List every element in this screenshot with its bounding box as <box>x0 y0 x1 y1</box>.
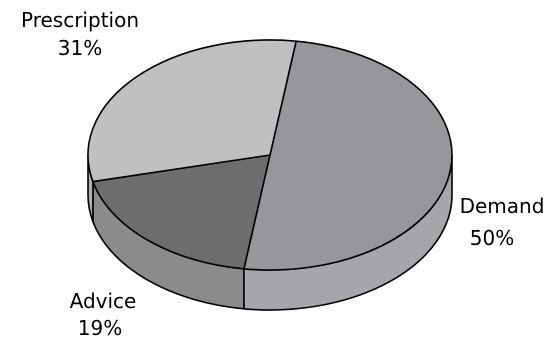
label-advice-name: Advice <box>70 289 137 313</box>
label-demand-percent: 50% <box>470 226 514 250</box>
slice-prescription <box>87 39 297 183</box>
pie-tops <box>87 39 453 271</box>
label-prescription-percent: 31% <box>58 36 102 60</box>
pie-labels: Prescription 31% Demand 50% Advice 19% <box>21 8 544 340</box>
label-demand-name: Demand <box>460 194 545 218</box>
slice-advice <box>92 154 271 270</box>
label-prescription-name: Prescription <box>21 8 139 32</box>
label-advice-percent: 19% <box>78 316 122 340</box>
slice-demand <box>243 40 453 271</box>
